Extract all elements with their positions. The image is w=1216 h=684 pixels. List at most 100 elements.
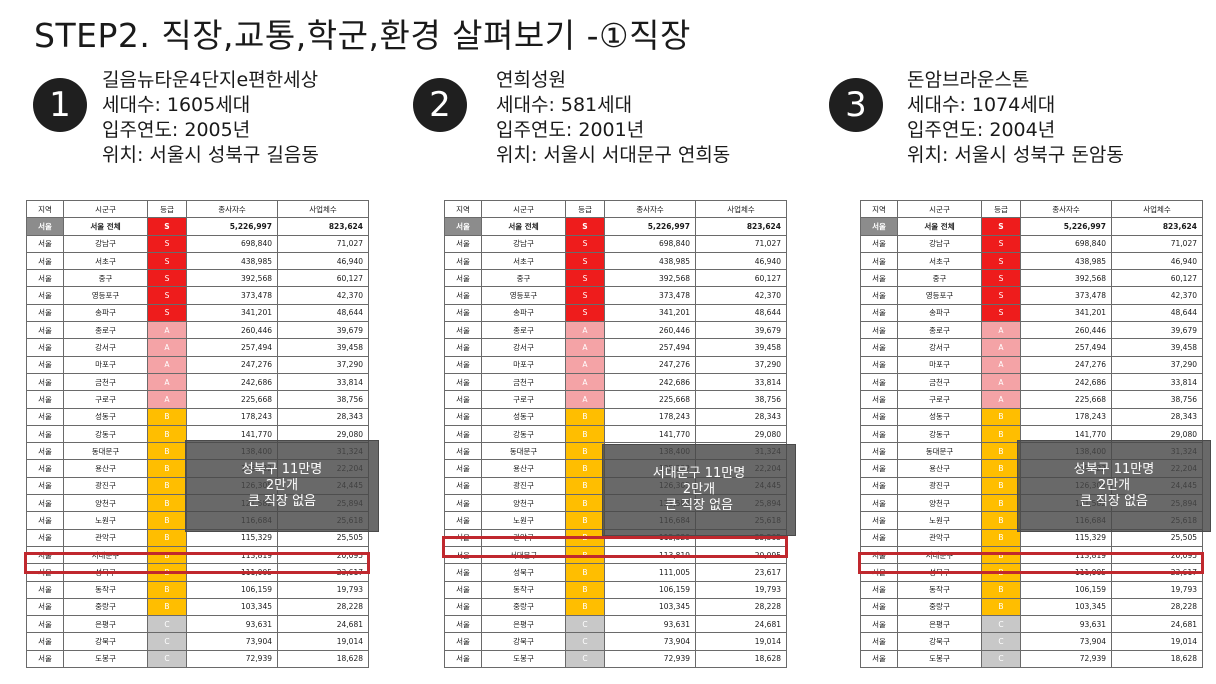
table-cell: 42,370 xyxy=(1111,286,1203,305)
table-cell: B xyxy=(981,424,1021,444)
table-cell: B xyxy=(147,476,187,496)
complex-year: 입주연도: 2004년 xyxy=(907,119,1056,141)
table-cell: 서울 xyxy=(444,476,482,496)
table-cell: 서울 xyxy=(26,476,64,496)
column-header: 지역 xyxy=(26,199,64,219)
table-cell: 39,679 xyxy=(277,321,369,340)
table-cell: A xyxy=(565,372,605,392)
table-row: 서울 서울 전체 S 5,226,997 823,624 xyxy=(26,217,369,236)
table-cell: 영등포구 xyxy=(897,286,982,305)
table-cell: 392,568 xyxy=(186,269,278,288)
table-cell: 강서구 xyxy=(63,338,148,357)
table-cell: 93,631 xyxy=(186,615,278,634)
table-cell: 서울 xyxy=(860,355,898,374)
table-cell: 은평구 xyxy=(897,615,982,634)
table-cell: 광진구 xyxy=(63,476,148,496)
table-cell: 73,904 xyxy=(186,632,278,651)
table-cell: B xyxy=(147,580,187,599)
table-cell: 38,756 xyxy=(277,390,369,409)
table-cell: 46,940 xyxy=(1111,251,1203,271)
workplace-table: 지역 시군구 등급 종사자수 사업체수 서울 서울 전체 S 5,226,997 823,624 서… xyxy=(860,199,1203,669)
table-cell: 42,370 xyxy=(277,286,369,305)
table-cell: S xyxy=(147,269,187,288)
page-title: STEP2. 직장,교통,학군,환경 살펴보기 -①직장 xyxy=(34,16,691,55)
table-cell: 225,668 xyxy=(604,390,696,409)
table-cell: B xyxy=(147,424,187,444)
column-header: 종사자수 xyxy=(1020,199,1112,219)
table-row: 서울 은평구 C 93,631 24,681 xyxy=(26,615,369,634)
table-cell: B xyxy=(565,494,605,513)
table-cell: B xyxy=(147,442,187,461)
table-cell: 서울 xyxy=(444,234,482,253)
table-row: 서울 마포구 A 247,276 37,290 xyxy=(444,355,787,374)
table-cell: 341,201 xyxy=(186,303,278,323)
table-row: 서울 종로구 A 260,446 39,679 xyxy=(860,321,1203,340)
table-cell: 19,793 xyxy=(695,580,787,599)
column-header: 사업체수 xyxy=(695,199,787,219)
table-cell: 225,668 xyxy=(1020,390,1112,409)
table-cell: B xyxy=(565,476,605,496)
table-cell: 60,127 xyxy=(277,269,369,288)
table-cell: B xyxy=(981,407,1021,426)
table-cell: 5,226,997 xyxy=(604,217,696,236)
complex-households: 세대수: 581세대 xyxy=(496,94,633,116)
table-cell: 서초구 xyxy=(897,251,982,271)
table-cell: 용산구 xyxy=(897,459,982,478)
table-cell: 28,343 xyxy=(1111,407,1203,426)
table-cell: 구로구 xyxy=(63,390,148,409)
table-cell: 종로구 xyxy=(897,321,982,340)
table-cell: 성동구 xyxy=(63,407,148,426)
table-cell: 중랑구 xyxy=(481,597,566,617)
table-cell: C xyxy=(565,632,605,651)
table-cell: 71,027 xyxy=(1111,234,1203,253)
table-cell: 성동구 xyxy=(481,407,566,426)
table-cell: 송파구 xyxy=(481,303,566,323)
table-cell: A xyxy=(565,390,605,409)
table-cell: 18,628 xyxy=(695,649,787,669)
table-cell: S xyxy=(981,303,1021,323)
table-row: 서울 성동구 B 178,243 28,343 xyxy=(860,407,1203,426)
overlay-line: 2만개 xyxy=(682,482,716,497)
table-cell: A xyxy=(147,338,187,357)
overlay-line: 2만개 xyxy=(265,478,299,493)
table-cell: 서울 xyxy=(444,217,482,236)
table-cell: 247,276 xyxy=(186,355,278,374)
table-cell: 823,624 xyxy=(1111,217,1203,236)
table-cell: 서울 전체 xyxy=(897,217,982,236)
table-cell: 서초구 xyxy=(481,251,566,271)
table-cell: 서울 xyxy=(26,355,64,374)
table-cell: 서울 xyxy=(860,459,898,478)
table-row: 서울 구로구 A 225,668 38,756 xyxy=(26,390,369,409)
column-header: 등급 xyxy=(565,199,605,219)
table-cell: 서울 xyxy=(444,407,482,426)
table-cell: B xyxy=(565,442,605,461)
table-cell: 서울 xyxy=(860,649,898,669)
table-cell: 강남구 xyxy=(63,234,148,253)
table-cell: 242,686 xyxy=(1020,372,1112,392)
table-row: 서울 서초구 S 438,985 46,940 xyxy=(860,251,1203,271)
table-cell: 강남구 xyxy=(897,234,982,253)
column-header: 지역 xyxy=(444,199,482,219)
table-cell: 257,494 xyxy=(186,338,278,357)
table-cell: 24,681 xyxy=(1111,615,1203,634)
table-cell: B xyxy=(565,511,605,530)
table-cell: 강동구 xyxy=(897,424,982,444)
table-cell: 서울 xyxy=(26,649,64,669)
table-cell: 노원구 xyxy=(897,511,982,530)
table-cell: S xyxy=(981,286,1021,305)
table-row: 서울 성동구 B 178,243 28,343 xyxy=(444,407,787,426)
table-cell: 금천구 xyxy=(481,372,566,392)
table-cell: 242,686 xyxy=(186,372,278,392)
table-cell: C xyxy=(981,615,1021,634)
table-cell: S xyxy=(565,251,605,271)
overlay-line: 큰 직장 없음 xyxy=(1079,494,1149,509)
table-cell: 서울 xyxy=(26,580,64,599)
table-cell: B xyxy=(147,494,187,513)
table-cell: 247,276 xyxy=(604,355,696,374)
complex-number-badge: 1 xyxy=(33,78,87,132)
complex-name: 연희성원 xyxy=(496,69,566,91)
table-header-row: 지역 시군구 등급 종사자수 사업체수 xyxy=(444,199,787,219)
table-cell: 438,985 xyxy=(1020,251,1112,271)
summary-overlay: 성북구 11만명 2만개 큰 직장 없음 xyxy=(1017,440,1211,532)
table-cell: A xyxy=(565,321,605,340)
